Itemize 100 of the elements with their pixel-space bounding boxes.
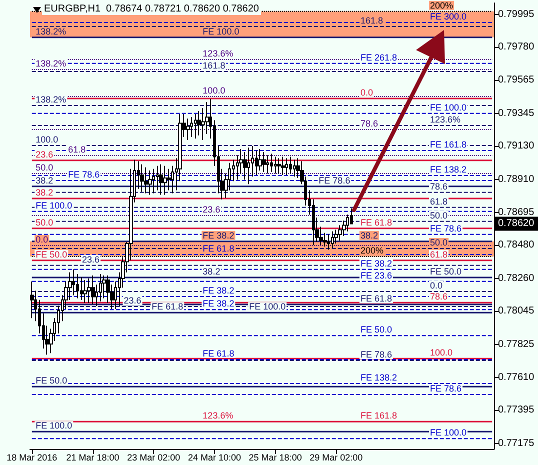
y-tick-label: 0.78480 bbox=[498, 240, 535, 251]
candlestick bbox=[247, 147, 250, 185]
annotation: 123.6% bbox=[202, 410, 234, 421]
candlestick bbox=[83, 280, 87, 304]
candlestick bbox=[148, 170, 152, 196]
x-tick-label: 23 Mar 02:00 bbox=[127, 452, 180, 462]
annotation: FE 100.0 bbox=[202, 26, 240, 36]
annotation: 78.6 bbox=[430, 292, 448, 302]
annotation: 138.2% bbox=[36, 94, 66, 104]
candlestick bbox=[190, 116, 193, 138]
annotation: 138.2% bbox=[36, 58, 66, 69]
candlestick bbox=[167, 168, 171, 191]
annotation: FE 61.8 bbox=[360, 294, 392, 304]
annotation: 23.6 bbox=[36, 149, 54, 160]
x-tick-label: 29 Mar 02:00 bbox=[310, 452, 363, 462]
candlestick bbox=[285, 158, 288, 176]
y-tick-label: 0.79995 bbox=[498, 8, 535, 20]
x-tick-label: 25 Mar 18:00 bbox=[248, 452, 302, 462]
annotation: 123.6% bbox=[202, 48, 234, 58]
annotation: 23.6 bbox=[202, 204, 220, 214]
annotation: 38.2 bbox=[36, 175, 54, 186]
candlestick bbox=[163, 165, 167, 196]
annotation: FE 161.8 bbox=[430, 140, 467, 150]
annotation: FE 78.6 bbox=[430, 223, 462, 234]
candlestick bbox=[144, 166, 148, 194]
annotation: FE 50.0 bbox=[360, 324, 392, 335]
annotation: FE 61.8 bbox=[360, 217, 392, 228]
candlestick bbox=[91, 274, 95, 305]
x-tick-label: 21 Mar 18:00 bbox=[66, 452, 120, 462]
y-tick-label: 0.78045 bbox=[498, 306, 535, 317]
annotation: 61.8 bbox=[68, 144, 86, 155]
y-tick-label: 0.79565 bbox=[498, 74, 535, 86]
annotation: FE 100.0 bbox=[36, 420, 72, 431]
annotation: FE 50.0 bbox=[36, 249, 68, 260]
y-tick-label: 0.78910 bbox=[498, 174, 535, 186]
annotation: 61.8 bbox=[430, 196, 448, 206]
annotation: 161.8 bbox=[360, 15, 383, 26]
x-tick-label: 18 Mar 2016 bbox=[6, 452, 58, 462]
candlestick bbox=[87, 278, 91, 304]
annotation: FE 100.0 bbox=[249, 302, 286, 312]
annotation: 38.2 bbox=[360, 230, 378, 240]
candlestick bbox=[327, 234, 330, 250]
annotation: FE 138.2 bbox=[430, 164, 467, 174]
y-tick-label: 0.79780 bbox=[498, 42, 535, 53]
annotation: FE 78.6 bbox=[430, 384, 462, 394]
annotation: 23.6 bbox=[82, 254, 100, 264]
annotation: FE 38.2 bbox=[202, 230, 234, 240]
annotation: FE 38.2 bbox=[360, 258, 392, 268]
y-tick-label: 0.78260 bbox=[498, 273, 535, 284]
candlestick bbox=[159, 164, 163, 196]
candlestick bbox=[80, 276, 83, 300]
annotation: FE 138.2 bbox=[360, 372, 397, 383]
candlestick bbox=[102, 274, 106, 299]
annotation: FE 50.0 bbox=[36, 376, 68, 386]
candlestick bbox=[331, 230, 334, 249]
annotation: 138.2% bbox=[36, 26, 66, 36]
candlestick bbox=[30, 281, 34, 319]
annotation: 38.2 bbox=[36, 187, 54, 198]
y-tick-label: 0.78695 bbox=[498, 206, 535, 218]
annotation: FE 61.8 bbox=[152, 302, 184, 312]
annotation: FE 100.0 bbox=[430, 102, 467, 112]
candlestick bbox=[338, 224, 342, 241]
annotation: 0.0 bbox=[430, 280, 443, 290]
annotation: FE 61.8 bbox=[202, 348, 234, 358]
candlestick bbox=[156, 165, 159, 191]
annotation: FE 300.0 bbox=[430, 11, 467, 22]
candlestick bbox=[277, 158, 281, 174]
annotation: FE 161.8 bbox=[360, 410, 397, 421]
candlestick bbox=[243, 152, 247, 180]
annotation: FE 100.0 bbox=[430, 428, 467, 438]
annotation: 100.0 bbox=[202, 85, 226, 96]
candlestick bbox=[258, 148, 262, 171]
annotation: 38.2 bbox=[202, 266, 220, 276]
candlestick bbox=[270, 153, 273, 172]
y-tick-label: 0.77395 bbox=[498, 404, 535, 416]
y-tick-label: 0.77825 bbox=[498, 339, 535, 350]
candlestick bbox=[152, 168, 155, 194]
annotation: FE 50.0 bbox=[430, 266, 462, 276]
annotation: FE 261.8 bbox=[360, 52, 397, 62]
annotation: FE 78.6 bbox=[360, 350, 392, 360]
annotation: 123.6% bbox=[430, 114, 461, 125]
annotation: 200% bbox=[360, 245, 384, 256]
annotation: 50.0 bbox=[430, 210, 448, 220]
candlestick bbox=[72, 268, 75, 296]
candlestick bbox=[99, 273, 102, 302]
candlestick bbox=[186, 118, 190, 140]
annotation: 161.8 bbox=[202, 60, 226, 70]
candlestick bbox=[140, 164, 144, 192]
annotation: 61.8 bbox=[430, 249, 448, 260]
candlestick bbox=[274, 156, 277, 174]
y-tick-label: 0.79130 bbox=[498, 140, 535, 152]
annotation: 50.0 bbox=[36, 162, 54, 172]
annotation: FE 78.6 bbox=[318, 175, 350, 186]
candlestick bbox=[262, 152, 266, 172]
candlestick bbox=[334, 229, 338, 244]
y-tick-label: 0.79345 bbox=[498, 108, 535, 119]
candlestick bbox=[76, 273, 79, 299]
annotation: 50.0 bbox=[430, 238, 448, 248]
candlestick bbox=[293, 159, 296, 178]
candlestick bbox=[289, 156, 292, 174]
